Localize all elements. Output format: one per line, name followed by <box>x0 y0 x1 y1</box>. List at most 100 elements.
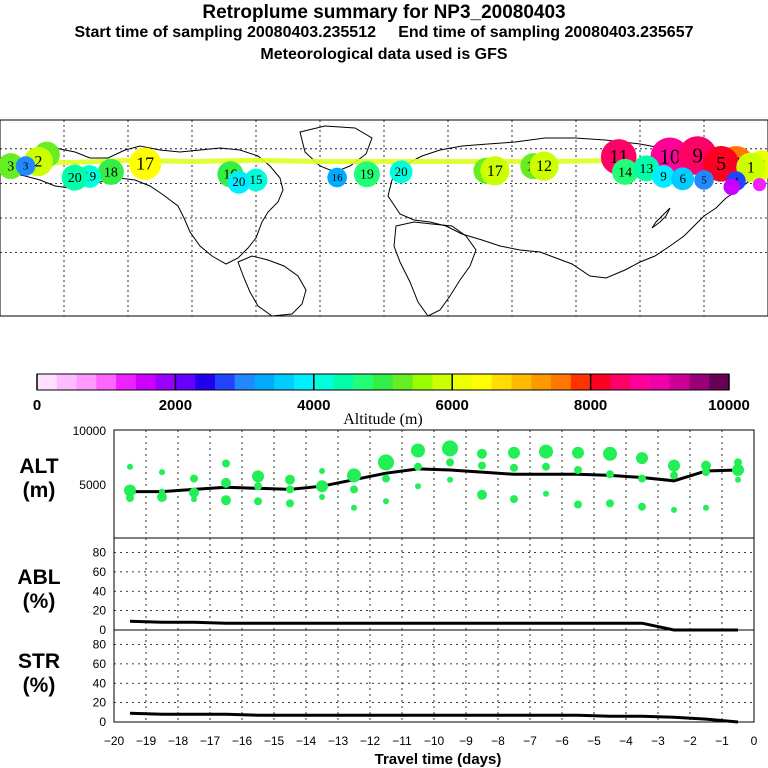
map-point-label: 10 <box>659 145 680 169</box>
colorbar-cell <box>195 374 216 390</box>
alt-cluster-dot <box>671 506 677 513</box>
map-point-label: 17 <box>136 154 154 174</box>
x-tick-label: −8 <box>491 734 505 748</box>
alt-mean-line <box>130 467 739 494</box>
map-point-label: 18 <box>104 165 118 180</box>
colorbar-cell <box>135 374 157 390</box>
abl-ytick-label: 60 <box>93 565 107 579</box>
map-point <box>480 156 510 186</box>
alt-cluster-dot <box>447 476 453 483</box>
colorbar-cell <box>333 374 354 390</box>
map-point-label: 20 <box>232 174 245 189</box>
colorbar-ticks: 0 2000 4000 6000 8000 10000 <box>33 374 750 414</box>
japan-coast <box>651 207 671 229</box>
alt-cluster-dot <box>539 444 553 459</box>
alt-clusters <box>124 440 744 513</box>
colorbar-cell <box>373 374 394 390</box>
alt-cluster-dot <box>442 440 458 457</box>
str-frame <box>113 629 755 723</box>
map-point-label: 2 <box>34 154 42 171</box>
alt-cluster-dot <box>222 459 230 468</box>
x-tick-label: −9 <box>459 734 473 748</box>
str-ytick-label: 40 <box>93 676 107 690</box>
colorbar-cell <box>76 374 97 390</box>
alt-cluster-dot <box>126 494 134 502</box>
eurasia-coast <box>387 137 749 279</box>
map-point <box>61 164 88 191</box>
alt-cluster-dot <box>285 474 295 485</box>
x-axis-title: Travel time (days) <box>375 751 502 768</box>
map-point <box>244 168 268 192</box>
alt-cluster-dot <box>478 461 486 470</box>
alt-cluster-dot <box>670 471 678 480</box>
chart-title: Retroplume summary for NP3_20080403 <box>202 2 566 23</box>
x-tick-label: −4 <box>619 734 633 748</box>
start-time: Start time of sampling 20080403.235512 <box>74 24 377 41</box>
alt-cluster-dot <box>603 446 617 461</box>
alt-cluster-dot <box>191 496 197 503</box>
colorbar-cell <box>294 374 315 390</box>
map-point <box>652 165 675 188</box>
map-point-label: 1 <box>747 159 755 176</box>
alt-cluster-dot <box>446 458 454 467</box>
map-point <box>128 147 162 180</box>
map-point <box>703 146 739 182</box>
alt-cluster-dot <box>543 490 549 497</box>
colorbar-cell <box>551 374 572 390</box>
abl-panel-label: ABL (%) <box>0 566 78 614</box>
str-panel-label: STR (%) <box>0 650 78 698</box>
alt-cluster-dot <box>636 452 648 465</box>
map-point <box>694 170 714 190</box>
map-point <box>612 158 639 185</box>
map-point-label: 20 <box>395 164 408 179</box>
colorbar-cell <box>56 374 78 390</box>
colorbar-cell <box>392 374 414 390</box>
colorbar-cell <box>531 374 552 390</box>
map-point-label: 3 <box>23 161 29 173</box>
alt-cluster-dot <box>159 488 165 495</box>
colorbar-cell <box>590 374 611 390</box>
alt-cluster-dot <box>414 462 422 471</box>
alt-cluster-dot <box>124 484 136 497</box>
colorbar-cell <box>471 374 493 390</box>
colorbar-cell <box>689 374 710 390</box>
map-point-label: 15 <box>250 172 263 187</box>
colorbar-cell <box>175 374 196 390</box>
x-tick-label: −17 <box>200 734 221 748</box>
colorbar-cell <box>709 374 730 390</box>
colorbar-cell <box>37 374 58 390</box>
colorbar-cell <box>649 374 671 390</box>
alt-cluster-dot <box>319 468 325 474</box>
str-ytick-label: 20 <box>93 696 107 710</box>
map-point-label: 13 <box>639 162 653 177</box>
alt-ytick-label: 10000 <box>73 424 107 438</box>
abl-unit: (%) <box>22 590 56 613</box>
str-ytick-label: 60 <box>93 657 107 671</box>
map-point-label: 6 <box>679 171 686 186</box>
colorbar-cell <box>412 374 433 390</box>
x-tick-label: −13 <box>328 734 349 748</box>
map-point-label: 9 <box>660 169 667 184</box>
alt-cluster-dot <box>252 470 264 483</box>
map-points: 3123171819201615201619201317161211109852… <box>0 136 768 196</box>
alt-panel-label: ALT (m) <box>0 455 78 503</box>
colorbar-tick-label: 8000 <box>574 397 607 414</box>
colorbar-cell <box>669 374 690 390</box>
colorbar-cell <box>452 374 473 390</box>
alt-ytick-label: 5000 <box>79 478 106 492</box>
alt-cluster-dot <box>732 464 744 476</box>
colorbar-cell <box>155 374 176 390</box>
alt-cluster-dot <box>350 485 358 494</box>
colorbar-cell <box>313 374 335 390</box>
alt-cluster-dot <box>668 459 680 472</box>
x-tick-label: −6 <box>555 734 569 748</box>
map-point-label: 14 <box>618 165 632 180</box>
colorbar-cells <box>37 374 730 390</box>
x-tick-label: −5 <box>587 734 601 748</box>
colorbar-tick-label: 0 <box>33 397 41 414</box>
map-point-label: 12 <box>536 158 552 175</box>
alt-cluster-dot <box>351 504 357 511</box>
x-tick-label: −16 <box>232 734 253 748</box>
